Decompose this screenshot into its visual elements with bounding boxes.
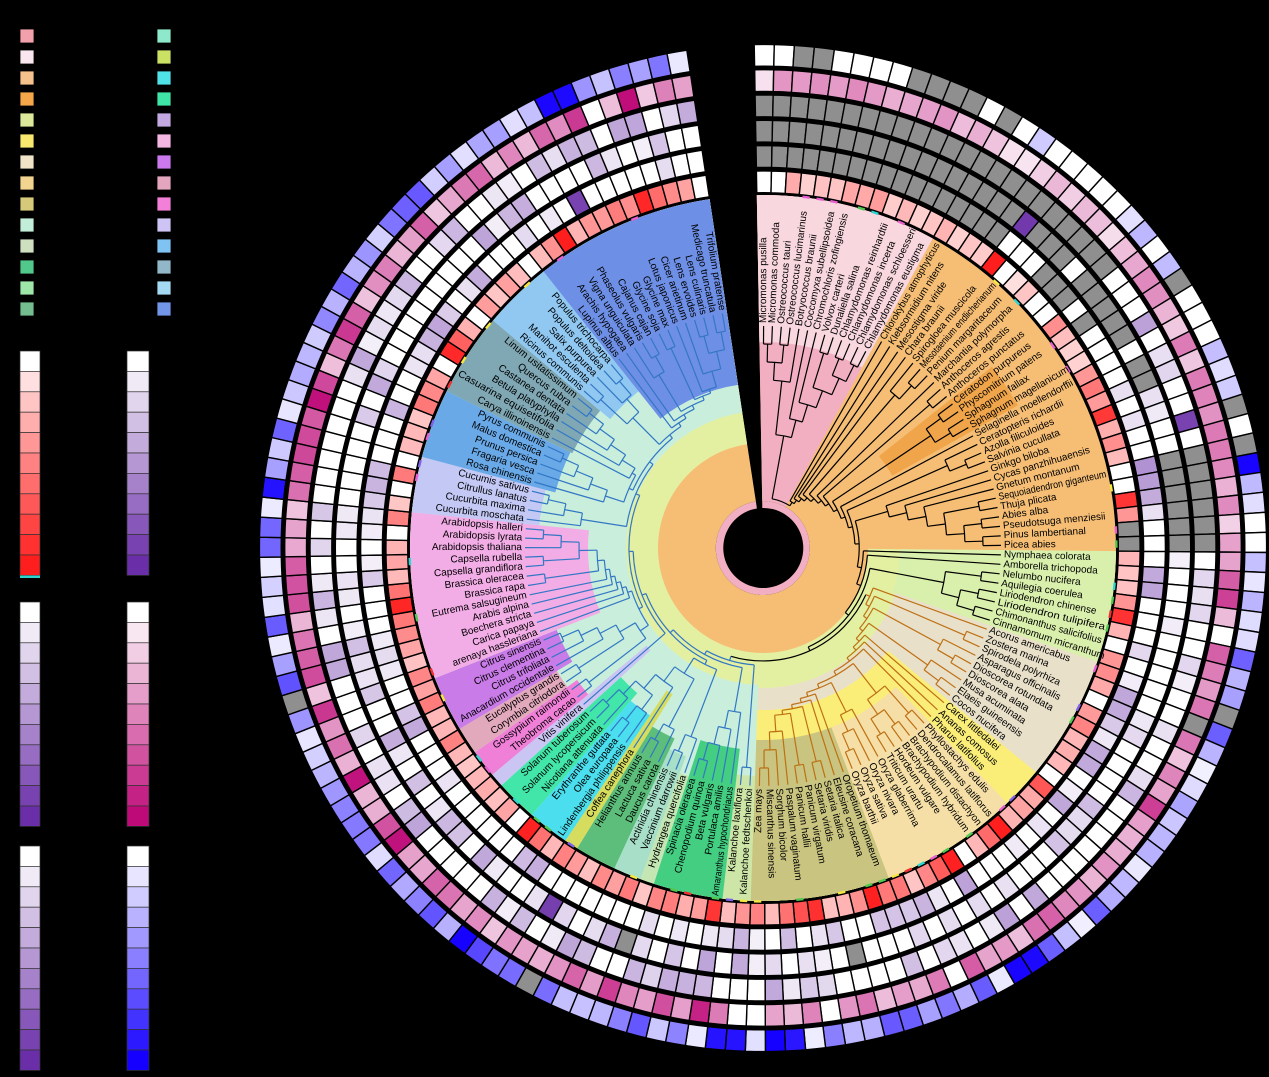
svg-text:Arabidopsis thaliana: Arabidopsis thaliana [432, 542, 523, 553]
svg-text:Miscanthus sinensis: Miscanthus sinensis [764, 789, 777, 879]
svg-text:Zea mays: Zea mays [753, 789, 765, 833]
